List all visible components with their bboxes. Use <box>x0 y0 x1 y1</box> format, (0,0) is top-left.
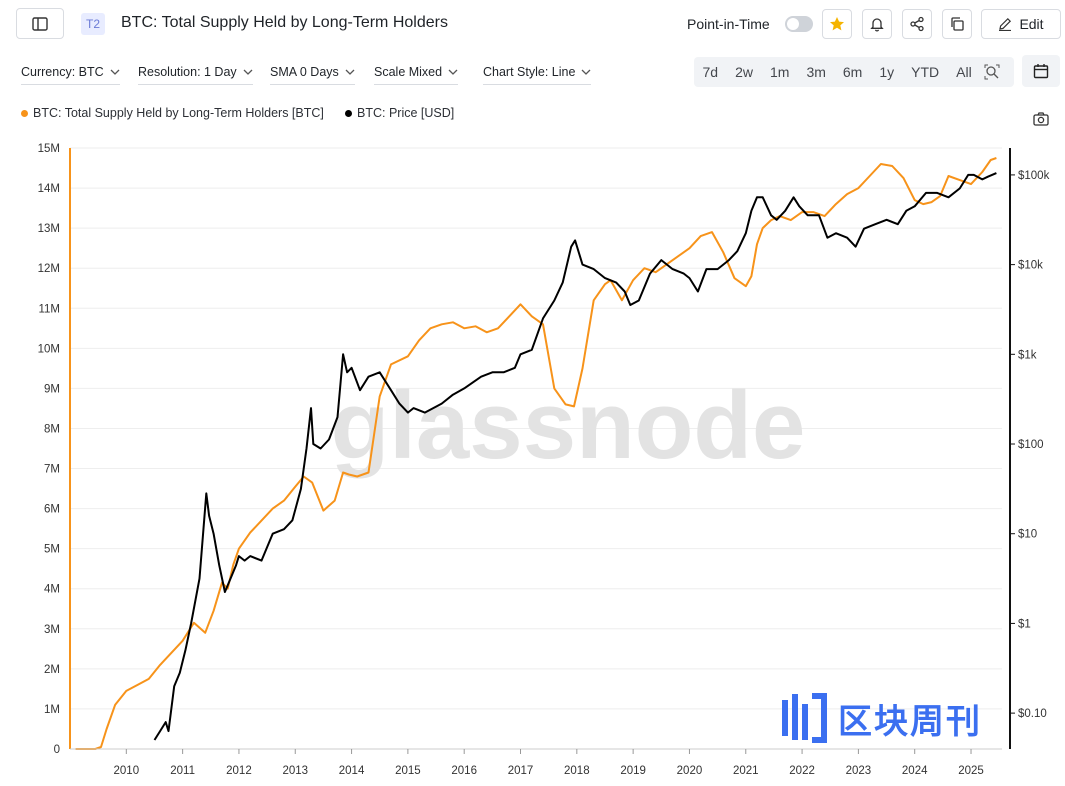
y-tick-label-left: 15M <box>38 143 60 155</box>
y-tick-label-right: $1 <box>1018 618 1031 630</box>
y-tick-label-left: 6M <box>44 504 60 516</box>
legend-supply[interactable]: BTC: Total Supply Held by Long-Term Hold… <box>21 106 324 120</box>
legend-price-dot <box>345 109 352 117</box>
date-picker-button[interactable] <box>1022 55 1060 87</box>
y-tick-label-left: 8M <box>44 423 60 435</box>
chart-style-select[interactable]: Chart Style: Line <box>483 65 592 85</box>
bell-icon <box>870 18 884 32</box>
range-1y[interactable]: 1y <box>879 64 895 80</box>
y-tick-label-left: 12M <box>38 263 60 275</box>
y-tick-label-right: $10k <box>1018 260 1043 272</box>
star-icon <box>830 17 844 31</box>
chart-style-value: Chart Style: Line <box>483 65 576 79</box>
screenshot-button[interactable] <box>1033 112 1049 131</box>
legend-price-label: BTC: Price [USD] <box>357 106 455 120</box>
y-tick-label-left: 10M <box>38 343 60 355</box>
calendar-icon <box>1033 64 1049 79</box>
chevron-down-icon <box>448 69 458 75</box>
range-2w[interactable]: 2w <box>735 64 753 80</box>
x-tick-label: 2022 <box>789 765 815 777</box>
currency-value: Currency: BTC <box>21 65 104 79</box>
x-tick-label: 2018 <box>564 765 590 777</box>
x-tick-label: 2024 <box>902 765 928 777</box>
y-tick-label-right: $10 <box>1018 529 1037 541</box>
sma-select[interactable]: SMA 0 Days <box>270 65 355 85</box>
y-tick-label-left: 5M <box>44 544 60 556</box>
y-tick-label-left: 1M <box>44 704 60 716</box>
x-tick-label: 2013 <box>282 765 308 777</box>
x-tick-label: 2017 <box>508 765 534 777</box>
scale-select[interactable]: Scale Mixed <box>374 65 459 85</box>
pencil-icon <box>999 17 1012 31</box>
legend-price[interactable]: BTC: Price [USD] <box>345 106 454 120</box>
range-1m[interactable]: 1m <box>769 64 790 80</box>
x-tick-label: 2012 <box>226 765 252 777</box>
chevron-down-icon <box>243 69 253 75</box>
chevron-down-icon <box>110 69 120 75</box>
y-tick-label-left: 14M <box>38 183 60 195</box>
range-ytd[interactable]: YTD <box>911 64 940 80</box>
edit-button[interactable]: Edit <box>981 9 1061 39</box>
publisher-logo <box>782 693 827 743</box>
range-3m[interactable]: 3m <box>806 64 826 80</box>
y-tick-label-left: 9M <box>44 383 60 395</box>
resolution-value: Resolution: 1 Day <box>138 65 237 79</box>
chevron-down-icon <box>581 69 591 75</box>
x-tick-label: 2020 <box>677 765 703 777</box>
resolution-select[interactable]: Resolution: 1 Day <box>138 65 253 85</box>
supply-series-line <box>75 157 997 750</box>
x-tick-label: 2016 <box>451 765 477 777</box>
copy-icon <box>951 17 964 31</box>
sma-value: SMA 0 Days <box>270 65 339 79</box>
top-bar: T2 BTC: Total Supply Held by Long-Term H… <box>0 0 1065 50</box>
range-6m[interactable]: 6m <box>842 64 863 80</box>
point-in-time-label: Point-in-Time <box>687 16 770 32</box>
x-tick-label: 2015 <box>395 765 421 777</box>
x-tick-label: 2014 <box>339 765 365 777</box>
y-tick-label-left: 4M <box>44 584 60 596</box>
zoom-select-icon[interactable] <box>984 64 1000 80</box>
currency-select[interactable]: Currency: BTC <box>21 65 120 85</box>
y-tick-label-right: $100 <box>1018 439 1044 451</box>
y-tick-label-right: $1k <box>1018 349 1037 361</box>
x-tick-label: 2025 <box>958 765 984 777</box>
range-7d[interactable]: 7d <box>702 64 719 80</box>
copy-button[interactable] <box>942 9 972 39</box>
legend-supply-label: BTC: Total Supply Held by Long-Term Hold… <box>33 106 324 120</box>
time-range-selector: 7d 2w 1m 3m 6m 1y YTD All <box>694 57 1014 87</box>
sidebar-icon <box>32 16 48 31</box>
y-tick-label-left: 7M <box>44 464 60 476</box>
x-tick-label: 2011 <box>170 765 195 777</box>
sidebar-toggle-button[interactable] <box>16 8 64 39</box>
scale-value: Scale Mixed <box>374 65 443 79</box>
x-tick-label: 2021 <box>733 765 759 777</box>
chevron-down-icon <box>345 69 355 75</box>
camera-icon <box>1033 112 1049 126</box>
alert-button[interactable] <box>862 9 892 39</box>
tier-badge: T2 <box>81 13 105 35</box>
edit-label: Edit <box>1019 16 1044 32</box>
favorite-button[interactable] <box>822 9 852 39</box>
y-tick-label-right: $0.10 <box>1018 708 1047 720</box>
share-button[interactable] <box>902 9 932 39</box>
watermark: glassnode <box>331 372 806 479</box>
y-tick-label-left: 0 <box>54 744 60 756</box>
x-tick-label: 2019 <box>620 765 646 777</box>
price-series-line <box>153 172 997 741</box>
y-tick-label-left: 3M <box>44 624 60 636</box>
point-in-time-toggle[interactable] <box>785 16 813 32</box>
legend-supply-dot <box>21 109 28 117</box>
y-tick-label-left: 11M <box>38 303 60 315</box>
x-tick-label: 2010 <box>114 765 140 777</box>
range-all[interactable]: All <box>956 64 972 80</box>
publisher-wordmark: 区块周刊 <box>838 703 982 741</box>
share-icon <box>910 16 924 32</box>
y-tick-label-left: 2M <box>44 664 60 676</box>
x-tick-label: 2023 <box>846 765 872 777</box>
y-tick-label-right: $100k <box>1018 170 1050 182</box>
page-title: BTC: Total Supply Held by Long-Term Hold… <box>121 14 448 31</box>
y-tick-label-left: 13M <box>38 223 60 235</box>
